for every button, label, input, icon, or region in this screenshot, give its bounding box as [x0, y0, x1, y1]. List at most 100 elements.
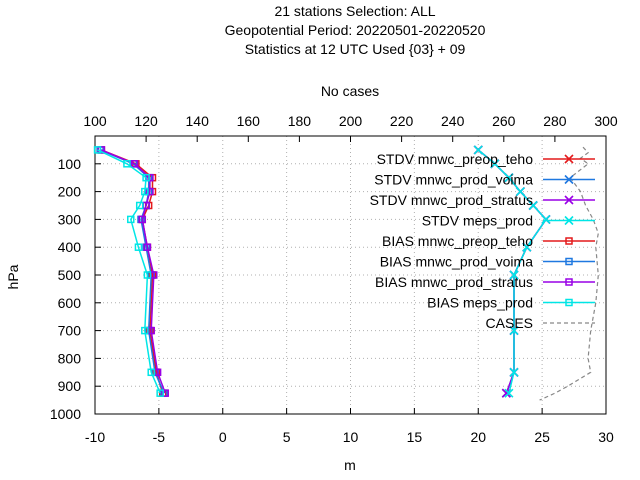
- data-point: [509, 270, 519, 280]
- legend-label: BIAS mnwc_preop_teho: [382, 233, 533, 249]
- data-point: [509, 326, 519, 336]
- data-point: [93, 146, 102, 154]
- top-axis-title: No cases: [321, 83, 379, 99]
- legend-marker: [564, 215, 574, 226]
- data-point: [490, 159, 500, 169]
- y-tick-label: 1000: [50, 406, 81, 422]
- x-tick-label: -5: [153, 429, 166, 445]
- y-tick-label: 600: [58, 295, 82, 311]
- x-tick-label: 30: [598, 429, 614, 445]
- data-point: [143, 271, 152, 279]
- legend-label: BIAS mnwc_prod_stratus: [375, 274, 533, 290]
- x-tick-label: 5: [283, 429, 291, 445]
- data-point: [135, 201, 144, 210]
- legend-item: BIAS meps_prod: [427, 295, 595, 311]
- data-point: [504, 388, 514, 398]
- legend-label: STDV mnwc_prod_stratus: [370, 192, 533, 208]
- y-axis-title: hPa: [5, 264, 21, 289]
- data-point: [147, 368, 155, 377]
- legend-marker: [564, 195, 574, 205]
- top-tick-label: 260: [492, 113, 516, 129]
- y-tick-label: 900: [58, 378, 82, 394]
- legend-item: BIAS mnwc_prod_voima: [380, 254, 595, 270]
- series-layer: [93, 145, 599, 401]
- x-tick-label: 0: [219, 429, 227, 445]
- series-stdv-meps-prod: [473, 145, 551, 398]
- data-point: [146, 187, 154, 196]
- y-tick-label: 200: [58, 184, 82, 200]
- series-bias-mnwc-prod-stratus: [97, 146, 170, 397]
- data-point: [522, 242, 532, 252]
- x-tick-label: 15: [407, 429, 423, 445]
- x-tick-label: -10: [85, 429, 105, 445]
- y-tick-labels: 100 200 300 400 500 600 700 800 900 1000: [50, 156, 81, 422]
- data-point: [142, 173, 150, 182]
- y-tick-label: 800: [58, 350, 82, 366]
- y-tick-label: 400: [58, 239, 82, 255]
- data-point: [146, 173, 154, 182]
- data-point: [528, 200, 538, 211]
- top-tick-label: 180: [288, 113, 312, 129]
- legend-item: BIAS mnwc_preop_teho: [382, 233, 595, 249]
- data-point: [134, 243, 143, 251]
- data-point: [156, 389, 164, 397]
- series-bias-meps-prod: [93, 146, 164, 397]
- data-point: [127, 215, 135, 224]
- data-point: [138, 215, 147, 224]
- legend-item: STDV mnwc_preop_teho: [377, 151, 595, 167]
- legend-label: STDV mnwc_prod_voima: [374, 172, 533, 188]
- top-tick-labels: 100 120 140 160 180 200 220 240 260 280 300: [83, 113, 618, 129]
- legend: STDV mnwc_preop_teho STDV mnwc_prod_voima…: [370, 151, 595, 331]
- top-tick-label: 280: [543, 113, 567, 129]
- y-tick-label: 100: [58, 156, 82, 172]
- legend-item: STDV mnwc_prod_stratus: [370, 192, 595, 208]
- data-point: [130, 160, 139, 168]
- legend-marker: [565, 237, 573, 245]
- series-line: [97, 149, 161, 394]
- x-axis-title: m: [344, 457, 356, 473]
- legend-item: STDV mnwc_prod_voima: [374, 172, 595, 188]
- legend-label: BIAS meps_prod: [427, 295, 533, 311]
- top-tick-label: 220: [390, 113, 414, 129]
- legend-label: STDV mnwc_preop_teho: [377, 151, 534, 167]
- chart-title-line-3: Statistics at 12 UTC Used {03} + 09: [245, 41, 466, 57]
- top-tick-label: 120: [134, 113, 158, 129]
- y-tick-label: 300: [58, 211, 82, 227]
- chart-title-line-1: 21 stations Selection: ALL: [274, 3, 435, 19]
- legend-label: STDV meps_prod: [422, 213, 533, 229]
- chart-title-line-2: Geopotential Period: 20220501-20220520: [225, 22, 486, 38]
- legend-marker: [564, 154, 574, 164]
- x-tick-label: 25: [534, 429, 550, 445]
- data-point: [504, 173, 514, 183]
- top-tick-label: 140: [186, 113, 210, 129]
- legend-marker: [565, 298, 573, 307]
- legend-item: STDV meps_prod: [422, 213, 595, 229]
- y-tick-label: 500: [58, 267, 82, 283]
- legend-marker: [565, 278, 573, 286]
- top-tick-label: 160: [237, 113, 261, 129]
- top-tick-label: 240: [441, 113, 465, 129]
- data-point: [473, 145, 483, 155]
- data-point: [141, 326, 149, 335]
- top-tick-label: 200: [339, 113, 363, 129]
- data-point: [515, 187, 525, 197]
- y-tick-label: 700: [58, 323, 82, 339]
- data-point: [123, 160, 131, 168]
- series-line: [101, 149, 167, 394]
- data-point: [143, 243, 152, 251]
- legend-marker: [565, 257, 573, 266]
- top-tick-label: 300: [594, 113, 618, 129]
- legend-label: CASES: [486, 315, 533, 331]
- x-tick-label: 20: [470, 429, 486, 445]
- legend-label: BIAS mnwc_prod_voima: [380, 254, 534, 270]
- top-tick-label: 100: [83, 113, 107, 129]
- legend-marker: [564, 174, 574, 185]
- data-point: [141, 187, 149, 196]
- x-tick-labels: -10 -5 0 5 10 15 20 25 30: [85, 429, 614, 445]
- series-line: [99, 149, 165, 394]
- data-point: [161, 389, 170, 397]
- cases-line: [539, 146, 599, 401]
- data-point: [509, 367, 519, 377]
- x-tick-label: 10: [343, 429, 359, 445]
